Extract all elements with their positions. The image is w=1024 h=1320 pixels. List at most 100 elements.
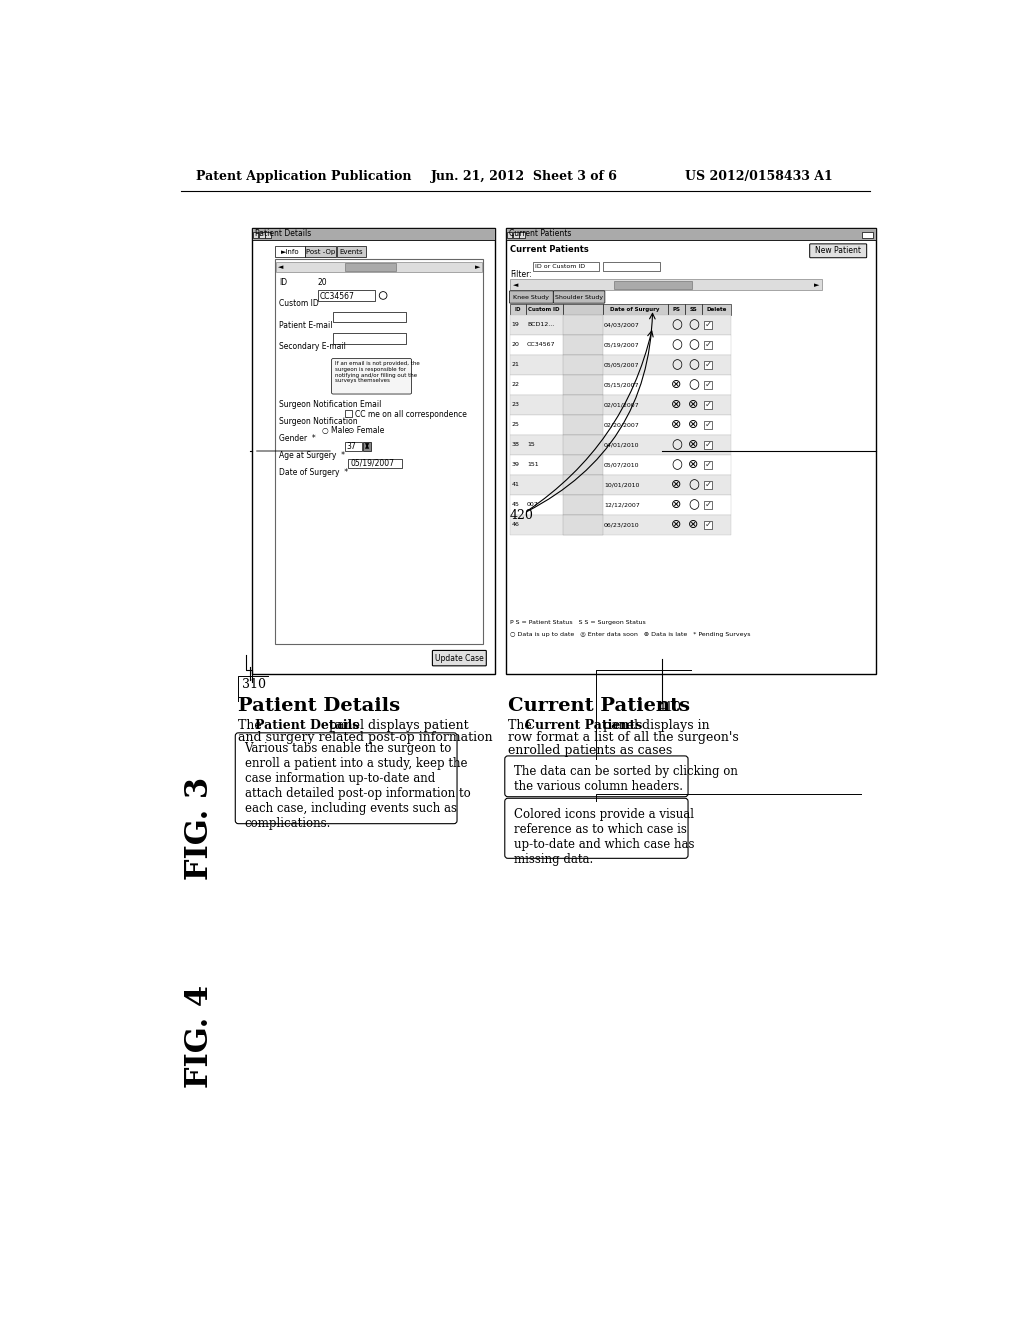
Text: CC34567: CC34567	[527, 342, 556, 347]
Bar	[614, 281, 692, 289]
Bar	[345, 411, 352, 417]
Bar	[510, 304, 525, 314]
Text: ✓: ✓	[705, 520, 712, 529]
Bar	[506, 227, 876, 675]
Bar	[562, 455, 602, 475]
Text: The: The	[239, 719, 266, 733]
Text: Secondary E-mail: Secondary E-mail	[280, 342, 346, 351]
Bar	[705, 401, 712, 409]
Bar	[510, 414, 731, 434]
Bar	[510, 455, 731, 475]
Bar	[562, 395, 602, 414]
Text: 04/03/2007: 04/03/2007	[604, 322, 640, 327]
Bar	[562, 434, 602, 455]
FancyBboxPatch shape	[505, 799, 688, 858]
Bar	[275, 246, 304, 257]
Text: SS: SS	[689, 306, 697, 312]
Text: Date of Surgury: Date of Surgury	[610, 306, 659, 312]
Text: Post -Op: Post -Op	[306, 248, 336, 255]
Bar	[562, 355, 602, 375]
Bar	[510, 515, 731, 535]
Text: ⊗: ⊗	[688, 418, 698, 432]
Text: 10/01/2010: 10/01/2010	[604, 482, 639, 487]
Text: Current Patients: Current Patients	[509, 230, 571, 239]
Text: If an email is not provided, the
surgeon is responsible for
notifying and/or fil: If an email is not provided, the surgeon…	[335, 360, 420, 383]
Bar	[562, 335, 602, 355]
Text: 02/01/2007: 02/01/2007	[604, 403, 640, 408]
Bar	[507, 232, 512, 238]
Text: ▼: ▼	[365, 444, 369, 449]
Text: 420: 420	[509, 508, 534, 521]
Bar	[513, 232, 518, 238]
Text: Various tabs enable the surgeon to
enroll a patient into a study, keep the
case : Various tabs enable the surgeon to enrol…	[245, 742, 470, 830]
Bar	[305, 246, 336, 257]
Text: Gender  *: Gender *	[280, 434, 316, 444]
FancyBboxPatch shape	[509, 290, 553, 304]
Text: 38: 38	[512, 442, 519, 447]
Text: row format a list of all the surgeon's: row format a list of all the surgeon's	[508, 731, 738, 744]
Text: Patient Details: Patient Details	[239, 697, 400, 715]
Bar	[862, 232, 872, 238]
Bar	[534, 261, 599, 271]
Text: ⊗: ⊗	[672, 519, 682, 532]
Text: ⊗: ⊗	[672, 379, 682, 391]
Text: US 2012/0158433 A1: US 2012/0158433 A1	[685, 170, 833, 183]
Text: 151: 151	[527, 462, 539, 467]
Text: 05/19/2007: 05/19/2007	[350, 459, 394, 467]
Bar	[562, 475, 602, 495]
Text: ✓: ✓	[705, 441, 712, 449]
Bar	[705, 521, 712, 529]
Bar	[562, 515, 602, 535]
Bar	[510, 280, 822, 290]
Bar	[506, 228, 876, 240]
Bar	[562, 414, 602, 434]
Text: 410: 410	[658, 701, 682, 714]
Text: ID or Custom ID: ID or Custom ID	[535, 264, 585, 269]
Text: Patient E-mail: Patient E-mail	[280, 321, 333, 330]
Bar	[562, 375, 602, 395]
Bar	[510, 314, 731, 335]
Bar	[510, 335, 731, 355]
Bar	[602, 261, 660, 271]
Text: ID: ID	[515, 306, 521, 312]
FancyBboxPatch shape	[432, 651, 486, 665]
Text: 45: 45	[512, 503, 519, 507]
Text: 12/12/2007: 12/12/2007	[604, 503, 640, 507]
Text: ○: ○	[688, 358, 698, 371]
Text: enrolled patients as cases: enrolled patients as cases	[508, 743, 672, 756]
Text: Patent Application Publication: Patent Application Publication	[196, 170, 412, 183]
Text: 37: 37	[346, 442, 356, 451]
Bar	[562, 304, 602, 314]
Bar	[510, 395, 731, 414]
Bar	[510, 434, 731, 455]
Bar	[562, 314, 602, 335]
Text: ✓: ✓	[705, 380, 712, 389]
Text: ○: ○	[671, 338, 682, 351]
Text: 25: 25	[512, 422, 519, 428]
Text: CC me on all correspondence: CC me on all correspondence	[354, 409, 467, 418]
Bar	[705, 360, 712, 368]
Text: ⊗: ⊗	[672, 399, 682, 412]
Text: 19: 19	[512, 322, 519, 327]
Text: Colored icons provide a visual
reference as to which case is
up-to-date and whic: Colored icons provide a visual reference…	[514, 808, 694, 866]
Text: ✓: ✓	[705, 500, 712, 510]
Bar	[705, 341, 712, 348]
Text: Filter:: Filter:	[510, 271, 531, 279]
Text: CC34567: CC34567	[319, 292, 354, 301]
Bar	[510, 475, 731, 495]
Text: 22: 22	[512, 383, 520, 387]
Text: PS: PS	[673, 306, 681, 312]
Text: Shoulder Study: Shoulder Study	[555, 294, 603, 300]
Text: New Patient: New Patient	[815, 247, 861, 255]
Bar	[525, 304, 562, 314]
Bar	[259, 232, 264, 238]
Text: ✓: ✓	[705, 400, 712, 409]
Text: 20: 20	[317, 277, 328, 286]
Text: ►: ►	[475, 264, 480, 271]
Bar	[348, 459, 402, 469]
Text: ○: ○	[688, 499, 698, 511]
Bar	[701, 304, 731, 314]
Bar	[685, 304, 701, 314]
Text: 05/19/2007: 05/19/2007	[604, 342, 640, 347]
Bar	[345, 263, 396, 271]
